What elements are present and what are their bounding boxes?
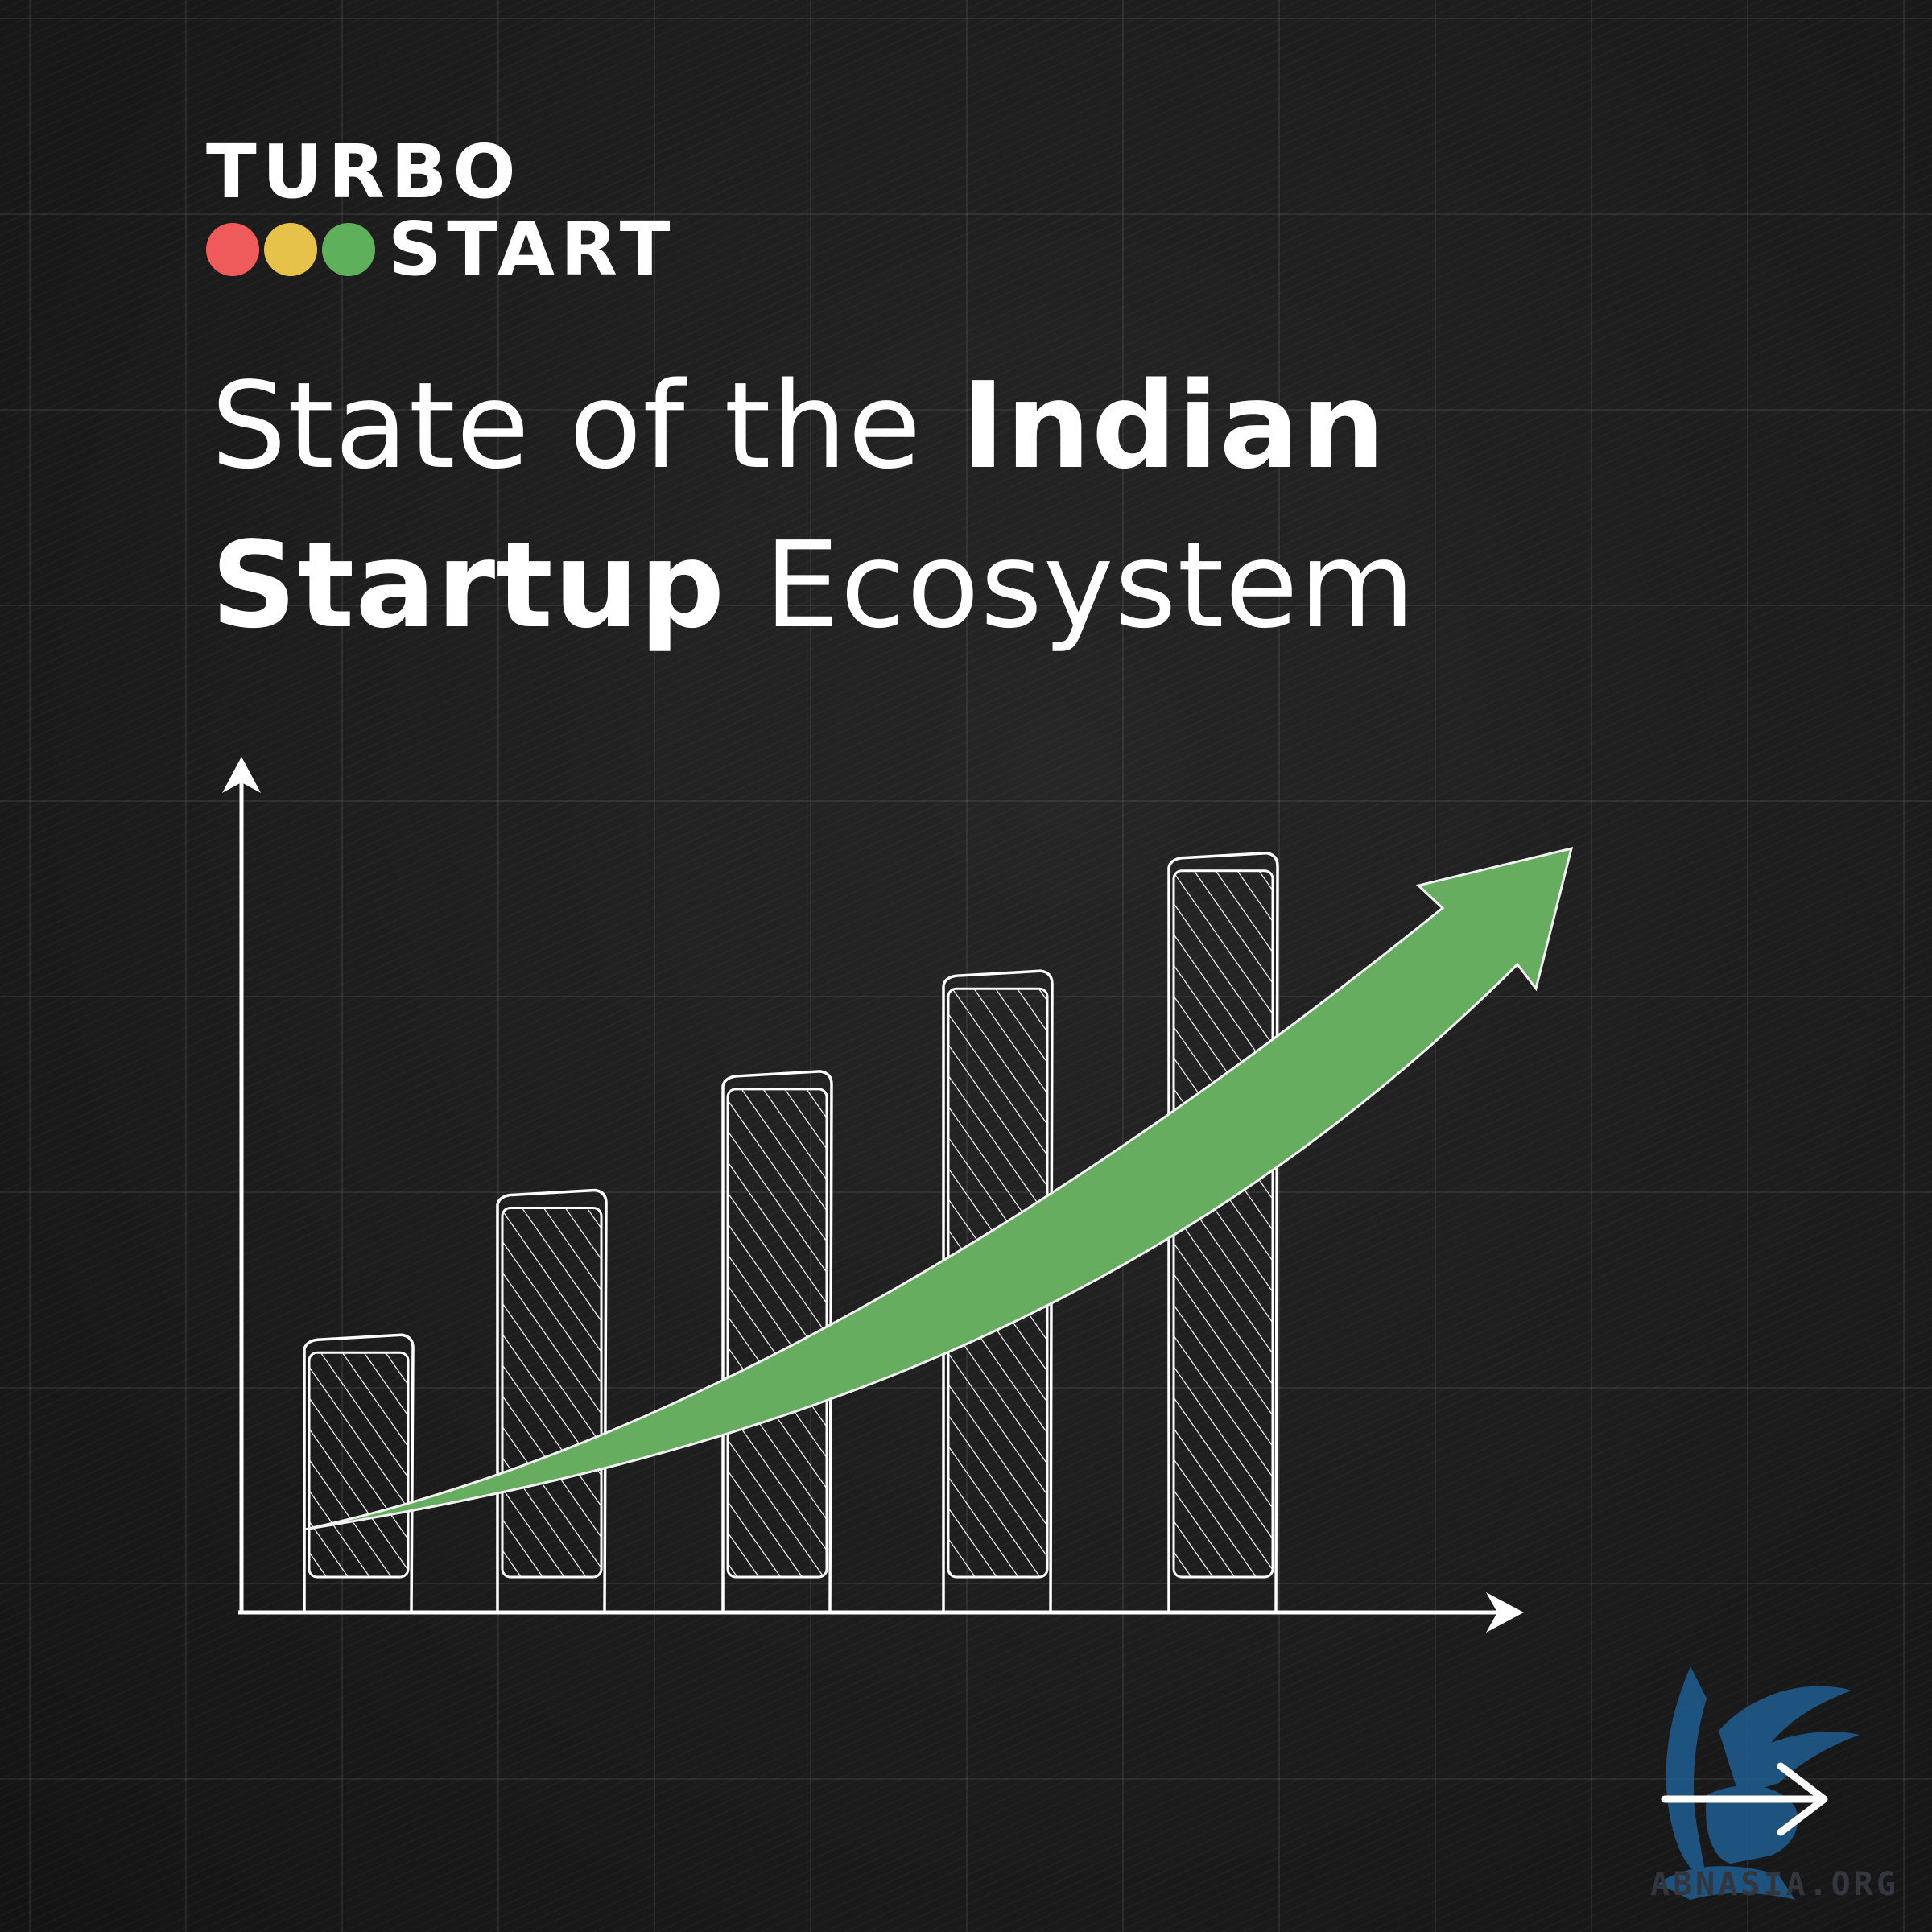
chart-bar (496, 1188, 608, 1614)
bar-outline (496, 1188, 608, 1614)
brand-line2: START (388, 206, 676, 292)
bar-outline (721, 1070, 833, 1614)
bar-hatch (501, 1207, 603, 1579)
brand-logo: TURBO START (206, 135, 676, 287)
title-part3: Startup (211, 516, 726, 654)
yellow-dot-icon (264, 223, 317, 276)
title-part4: Ecosystem (725, 516, 1416, 654)
bar-hatch (726, 1088, 828, 1579)
bar-outline (303, 1333, 415, 1614)
trend-arrow (303, 846, 1574, 1531)
bar-outline (1167, 851, 1279, 1614)
watermark-text: ABNASIA.ORG (1650, 1866, 1899, 1903)
arrow-right-icon[interactable] (1660, 1755, 1837, 1843)
brand-line2-row: START (206, 213, 676, 287)
title-part1: State of the (211, 357, 961, 495)
y-axis-arrowhead (222, 757, 261, 793)
red-dot-icon (206, 223, 259, 276)
green-dot-icon (322, 223, 375, 276)
bar-hatch (308, 1351, 410, 1579)
brand-line1: TURBO (206, 129, 522, 215)
trend-arrow-shape (303, 846, 1574, 1531)
page-title: State of the Indian Startup Ecosystem (211, 346, 1416, 665)
axes (222, 757, 1524, 1633)
watermark-bird-icon (1658, 1666, 1860, 1900)
chart-bar (1167, 851, 1279, 1614)
bar-outline (942, 969, 1054, 1614)
x-axis-arrowhead (1486, 1592, 1524, 1633)
title-part2: Indian (960, 357, 1386, 495)
chart-bar (303, 1333, 415, 1614)
